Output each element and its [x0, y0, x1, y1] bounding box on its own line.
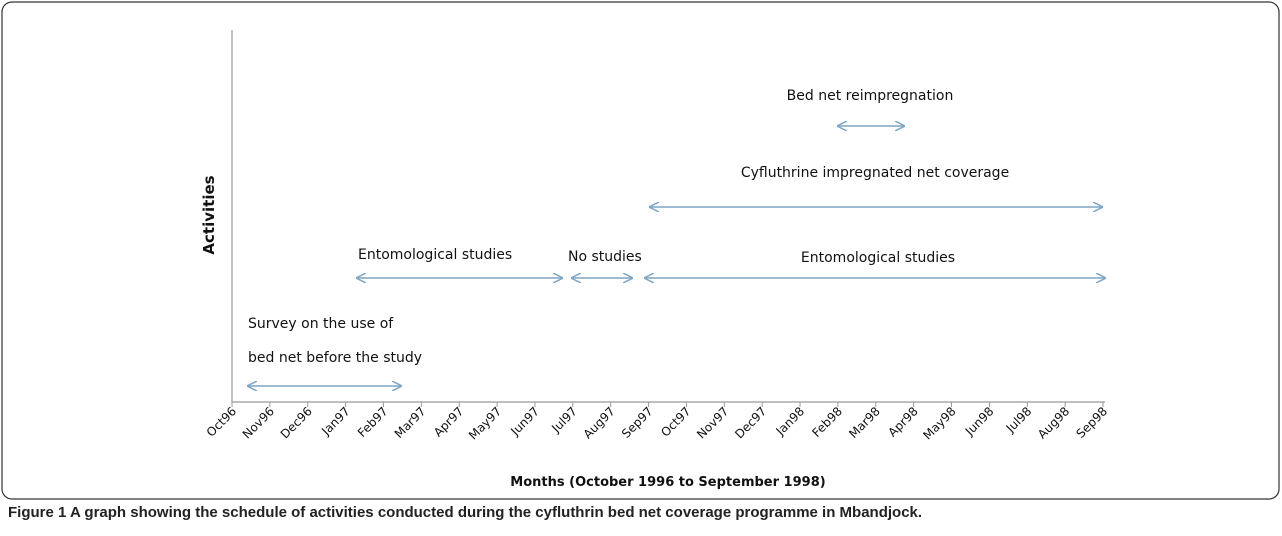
month-label: Jun98 — [962, 404, 997, 439]
month-label: Sep97 — [619, 404, 656, 441]
month-label: Aug97 — [581, 404, 618, 441]
caption-text: A graph showing the schedule of activiti… — [69, 504, 923, 521]
month-label: May98 — [920, 404, 958, 442]
month-label: Feb98 — [809, 404, 845, 440]
activity-label: No studies — [568, 249, 642, 265]
activity-label: Bed net reimpregnation — [787, 88, 954, 104]
month-label: Apr97 — [431, 404, 466, 439]
month-label: Jun97 — [507, 404, 542, 439]
month-label: Dec97 — [732, 404, 769, 441]
frame — [1, 1, 1280, 500]
y-axis-label: Activities — [200, 175, 218, 254]
activity-label: Cyfluthrine impregnated net coverage — [741, 165, 1009, 181]
activity-label: Entomological studies — [801, 250, 955, 266]
caption: Figure 1 A graph showing the schedule of… — [8, 504, 922, 521]
x-axis-label: Months (October 1996 to September 1998) — [510, 475, 825, 490]
month-label: Mar97 — [392, 404, 429, 441]
month-label: Mar98 — [846, 404, 883, 441]
caption-label: Figure 1 — [8, 504, 67, 521]
month-label: May97 — [466, 404, 504, 442]
month-label: Apr98 — [885, 404, 920, 439]
month-label: Jan97 — [318, 404, 352, 438]
month-label: Nov96 — [240, 404, 277, 441]
month-label: Oct96 — [204, 404, 239, 439]
month-label: Sep98 — [1073, 404, 1110, 441]
month-label: Jul97 — [548, 404, 580, 436]
activity-label: Entomological studies — [358, 247, 512, 263]
month-label: Feb97 — [355, 404, 391, 440]
activity-label: bed net before the study — [248, 350, 422, 366]
month-label: Nov97 — [694, 404, 731, 441]
month-label: Oct97 — [658, 404, 693, 439]
activity-label: Survey on the use of — [248, 316, 394, 332]
month-label: Jan98 — [773, 404, 807, 438]
month-label: Dec96 — [278, 404, 315, 441]
month-label: Jul98 — [1003, 404, 1035, 436]
month-label: Aug98 — [1035, 404, 1072, 441]
